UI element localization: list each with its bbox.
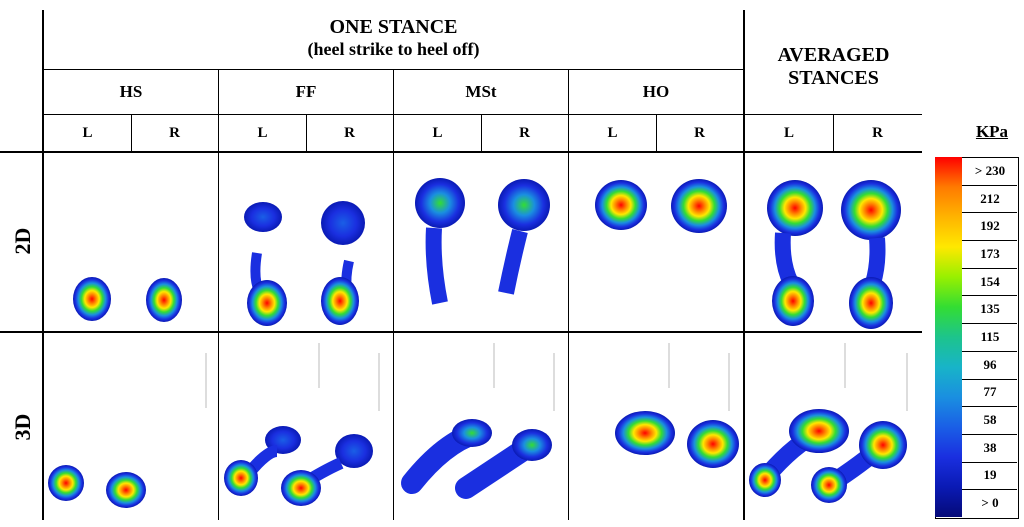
side-label-ff-l: L [257,125,268,141]
legend-separator [962,323,1017,325]
side-label-ho-r: R [694,125,705,141]
lr-line-hs [131,114,132,152]
one-stance-title: ONE STANCE [329,16,458,38]
side-label-hs-l: L [82,125,93,141]
legend-separator [962,489,1017,491]
side-bottom-line [0,151,922,153]
legend-separator [962,406,1017,408]
legend-separator [962,267,1017,269]
legend-label: 192 [980,218,1000,234]
pressure-map-2d-averaged [767,180,901,329]
legend-label: 77 [983,384,997,400]
col-line-1 [218,69,219,520]
pressure-map-2d-ff [244,201,365,326]
side-label-avg-r: R [872,125,883,141]
legend-separator [962,184,1017,186]
legend-separator [962,212,1017,214]
side-label-ff-r: R [344,125,355,141]
legend-label: 58 [983,412,997,428]
averaged-title: AVERAGED [777,44,890,66]
legend-separator [962,295,1017,297]
phase-label-ho: HO [642,82,670,101]
row-divider-line [0,331,922,333]
legend-separator [962,350,1017,352]
side-label-hs-r: R [169,125,180,141]
lr-line-avg [833,114,834,152]
legend-label: 19 [983,467,997,483]
legend-label: 212 [980,190,1000,206]
side-label-mst-r: R [519,125,530,141]
legend-separator [962,433,1017,435]
col-line-3 [568,69,569,520]
phase-label-mst: MSt [465,82,497,101]
legend-color-bar [935,157,962,517]
row-label-2d: 2D [10,227,35,255]
legend-label: 115 [980,329,1000,344]
pressure-map-3d-hs [48,353,207,508]
legend-label: 96 [983,356,997,372]
pressure-map-3d-ff [224,343,380,506]
side-label-ho-l: L [607,125,618,141]
pressure-map-3d-mst [401,343,555,499]
legend-separator [962,461,1017,463]
legend-label: 135 [980,301,1000,317]
left-border-line [42,10,44,520]
lr-line-ho [656,114,657,152]
pressure-map-2d-hs [73,277,182,322]
legend-unit: KPa [975,122,1009,141]
legend-separator [962,378,1017,380]
legend-label: 154 [980,273,1000,289]
pressure-map-2d-ho [595,179,727,233]
legend-separator [962,240,1017,242]
row-label-3d: 3D [10,413,35,441]
side-label-avg-l: L [783,125,794,141]
col-line-2 [393,69,394,520]
averaged-divider-line [743,10,745,520]
pressure-map-3d-ho [615,343,739,468]
phase-label-ff: FF [295,82,317,101]
legend-label: 38 [983,439,997,455]
legend-label: 173 [980,245,1000,261]
lr-line-ff [306,114,307,152]
side-label-mst-l: L [432,125,443,141]
phase-divider-line [42,114,922,115]
legend-label: > 0 [981,495,999,511]
lr-line-mst [481,114,482,152]
legend-label: > 230 [974,162,1006,178]
phase-label-hs: HS [119,82,143,101]
averaged-subtitle: STANCES [788,67,879,89]
pressure-map-3d-averaged [749,343,908,503]
one-stance-subtitle: (heel strike to heel off) [307,39,480,59]
pressure-map-2d-mst [415,178,550,305]
